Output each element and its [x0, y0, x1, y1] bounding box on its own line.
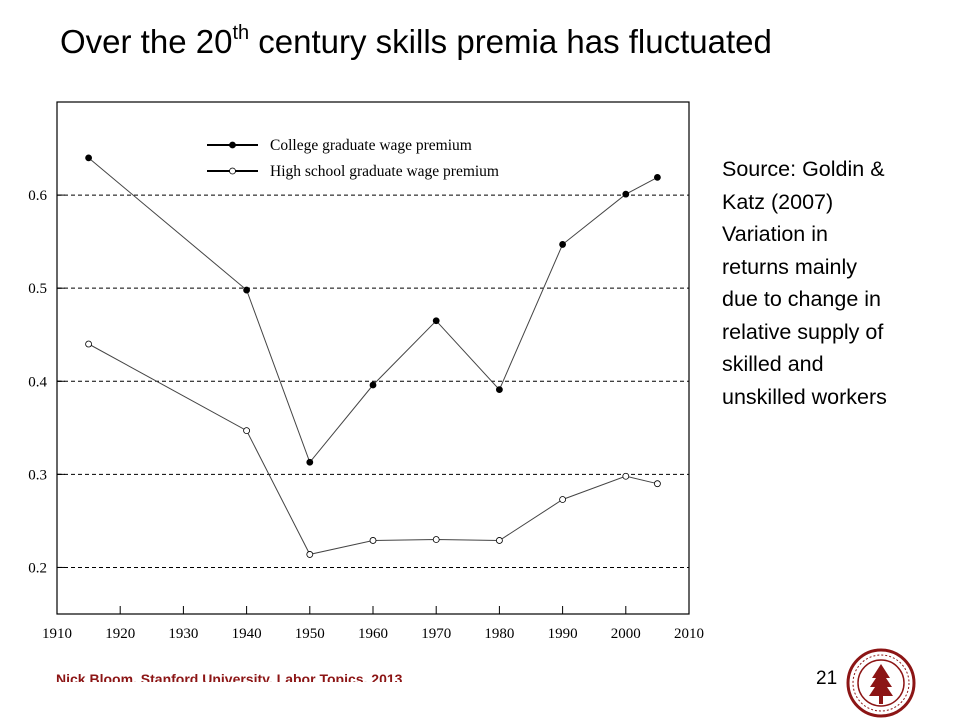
x-tick-label: 1950	[295, 626, 325, 642]
legend: College graduate wage premium High school…	[207, 137, 499, 180]
data-point	[432, 536, 440, 543]
series-line-1	[88, 157, 658, 464]
data-point	[306, 551, 314, 558]
wage-premium-chart: 0.2 0.3 0.4 0.5 0.6 1910 1920 1930 1940 1950 1960 1…	[28, 101, 704, 642]
note-line: due to change in	[722, 287, 881, 311]
legend-marker	[229, 141, 236, 149]
x-tick-label: 1940	[232, 626, 262, 642]
note-line: Source: Goldin &	[722, 157, 885, 181]
data-point	[622, 472, 630, 480]
x-tick-label: 1930	[168, 626, 198, 642]
note-line: Variation in	[722, 222, 828, 246]
legend-label: College graduate wage premium	[270, 137, 472, 154]
data-point	[654, 480, 661, 488]
x-tick-label: 1960	[358, 626, 388, 642]
title-superscript: th	[232, 22, 250, 44]
data-point	[243, 286, 251, 294]
x-tick-label: 2000	[611, 626, 641, 642]
university-seal-icon	[846, 648, 916, 718]
legend-label: High school graduate wage premium	[270, 163, 499, 180]
data-point	[495, 386, 503, 394]
title-main: Over the 20	[60, 23, 233, 60]
x-tick-label: 2010	[674, 626, 704, 642]
x-tick-label: 1980	[484, 626, 514, 642]
note-line: skilled and	[722, 352, 824, 376]
x-tick-label: 1920	[105, 626, 135, 642]
y-tick-label: 0.3	[28, 467, 47, 483]
y-tick-label: 0.5	[28, 281, 47, 297]
x-tick-label: 1910	[42, 626, 72, 642]
data-point	[85, 340, 92, 348]
data-point	[369, 381, 377, 389]
slide-number: 21	[816, 668, 838, 689]
note-line: Katz (2007)	[722, 189, 834, 214]
axis-ticks: 0.2 0.3 0.4 0.5 0.6 1910 1920 1930 1940 1950 1960 1…	[28, 188, 704, 642]
data-point	[306, 458, 314, 466]
data-point	[432, 317, 440, 325]
data-point	[85, 154, 92, 162]
footer-text: Nick Bloom, Stanford University, Labor T…	[56, 671, 403, 682]
series-line-2	[88, 343, 658, 555]
data-point	[559, 496, 566, 503]
note-line: returns mainly	[722, 254, 858, 279]
data-point	[369, 537, 377, 544]
data-point	[559, 241, 566, 248]
x-tick-label: 1990	[548, 626, 578, 642]
data-series	[85, 154, 661, 558]
note-line: relative supply of	[722, 319, 884, 344]
x-tick-label: 1970	[421, 626, 451, 642]
y-tick-label: 0.2	[28, 560, 47, 576]
data-point	[654, 174, 661, 181]
source-note: Source: Goldin & Katz (2007) Variation i…	[722, 153, 952, 413]
slide-title: Over the 20th century skills premia has …	[60, 22, 772, 61]
data-point	[495, 537, 503, 544]
note-line: unskilled workers	[722, 384, 887, 409]
title-rest: century skills premia has fluctuated	[249, 23, 772, 60]
legend-marker	[229, 167, 236, 175]
data-point	[243, 427, 251, 435]
y-tick-label: 0.6	[28, 188, 47, 204]
y-tick-label: 0.4	[28, 374, 47, 390]
data-point	[622, 190, 630, 198]
grid-lines	[57, 194, 689, 568]
